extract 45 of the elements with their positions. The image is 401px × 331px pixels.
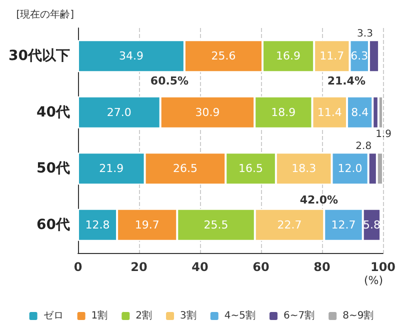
legend-label: 8~9割 xyxy=(342,310,374,322)
annotation: 60.5% xyxy=(150,74,189,88)
y-tick-label: 60代 xyxy=(36,216,70,233)
data-label: 27.0 xyxy=(106,106,132,119)
data-label: 18.3 xyxy=(292,162,316,176)
data-label: 3.3 xyxy=(357,28,373,40)
data-label: 16.9 xyxy=(276,50,301,63)
x-tick-label: 100 xyxy=(370,260,396,274)
legend-label: 1割 xyxy=(91,310,108,322)
data-label: 19.7 xyxy=(134,218,160,232)
legend-label: 2割 xyxy=(136,310,152,322)
data-label: 16.5 xyxy=(238,162,264,176)
x-axis-title: (%) xyxy=(364,274,383,287)
data-label: 11.4 xyxy=(317,106,342,119)
data-label: 18.9 xyxy=(271,106,296,119)
data-label: 12.8 xyxy=(85,218,110,232)
legend-label: 6~7割 xyxy=(283,310,315,322)
data-label: 26.5 xyxy=(172,162,198,176)
legend-label: ゼロ xyxy=(43,310,64,322)
data-label: 11.7 xyxy=(320,50,344,63)
data-label: 25.6 xyxy=(211,50,236,63)
data-label: 21.9 xyxy=(99,162,124,176)
annotation: 21.4% xyxy=(327,74,366,88)
data-label: 25.5 xyxy=(204,218,228,232)
x-tick-label: 80 xyxy=(314,260,330,274)
data-label: 1.9 xyxy=(376,128,392,140)
data-label: 30.9 xyxy=(195,106,220,119)
y-tick-label: 40代 xyxy=(36,104,70,120)
data-label: 8.4 xyxy=(351,106,369,119)
x-tick-label: 20 xyxy=(130,260,148,274)
data-label: 22.7 xyxy=(277,218,302,232)
x-tick-label: 60 xyxy=(252,260,270,274)
data-label: 6.3 xyxy=(350,50,368,63)
y-axis-title: [現在の年齢] xyxy=(16,8,74,20)
legend-label: 4~5割 xyxy=(224,310,256,322)
y-tick-label: 30代以下 xyxy=(8,48,70,64)
data-label: 2.8 xyxy=(356,141,372,152)
data-label: 34.9 xyxy=(118,50,144,63)
data-label: 12.7 xyxy=(331,218,356,232)
annotation: 42.0% xyxy=(300,193,338,206)
x-tick-label: 40 xyxy=(192,260,208,274)
x-tick-label: 0 xyxy=(74,260,82,274)
legend-label: 3割 xyxy=(180,310,196,322)
data-label: 12.0 xyxy=(338,162,362,176)
y-tick-label: 50代 xyxy=(36,160,70,177)
